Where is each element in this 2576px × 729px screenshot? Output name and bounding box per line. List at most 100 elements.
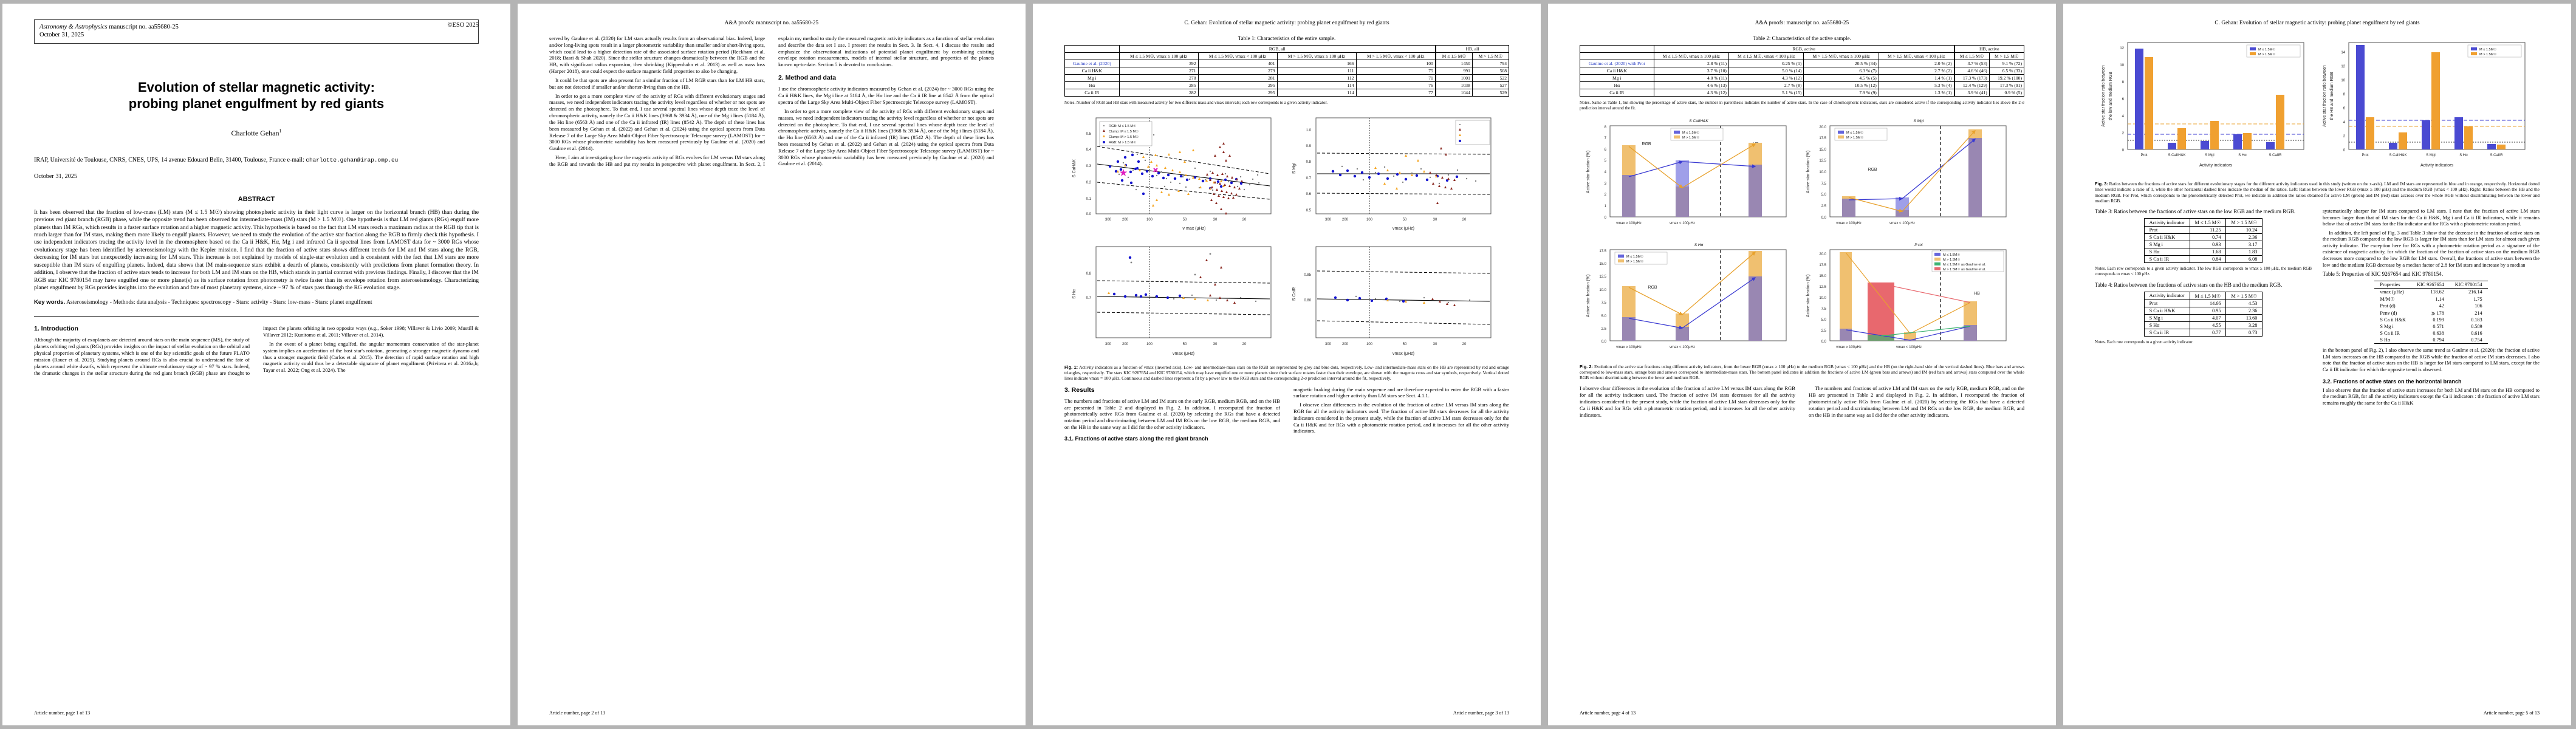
cell: 3.7 % (53) bbox=[1953, 60, 1990, 67]
table4-notes: Notes. Each row corresponds to a given a… bbox=[2095, 339, 2194, 344]
table3-notes: Notes. Each row corresponds to a given a… bbox=[2095, 266, 2312, 276]
svg-text:S MgI: S MgI bbox=[2426, 154, 2436, 157]
cell: 76 bbox=[1355, 81, 1436, 89]
figure-1: RGB: M ≤ 1.5 M☉ Clump: M ≤ 1.5 M☉ Clump:… bbox=[1064, 110, 1509, 382]
figure-3: M ≤ 1.5M☉ M > 1.5M☉ 0 2 4 6 8 10 12 Prot… bbox=[2095, 35, 2540, 204]
svg-text:0.5: 0.5 bbox=[1306, 209, 1312, 213]
paragraph: systematically sharper for IM stars comp… bbox=[2323, 208, 2540, 227]
kic-9780154-marker bbox=[1119, 168, 1128, 176]
abstract-heading: ABSTRACT bbox=[238, 195, 275, 203]
bar-plot-mg-i[interactable]: S MgI RGB HB bbox=[1800, 115, 2017, 238]
cell: S Hα bbox=[2374, 337, 2411, 344]
svg-text:100: 100 bbox=[1146, 218, 1153, 222]
scatter-plot-mg-i[interactable]: 0.5 0.6 0.7 0.8 0.9 1.0 300 200 100 50 3… bbox=[1284, 110, 1502, 238]
ratio-svg-low-medium: M ≤ 1.5M☉ M > 1.5M☉ 0 2 4 6 8 10 12 Prot… bbox=[2102, 42, 2304, 168]
svg-text:5.0: 5.0 bbox=[1601, 315, 1607, 318]
cell: 100 bbox=[1355, 60, 1436, 67]
cell: 0.95 bbox=[2189, 306, 2227, 315]
svg-text:νmax (μHz): νmax (μHz) bbox=[1392, 352, 1414, 356]
svg-text:M > 1.5M☉: M > 1.5M☉ bbox=[1682, 135, 1700, 140]
svg-text:30: 30 bbox=[1213, 218, 1218, 222]
page-4[interactable]: A&A proofs: manuscript no. aa55680-25 Ta… bbox=[1548, 4, 2056, 725]
svg-text:S CaIR: S CaIR bbox=[1292, 287, 1297, 301]
bar-plot-h-alpha[interactable]: S Hα RGB HB bbox=[1580, 239, 1797, 361]
legend-bar-h-alpha: M ≤ 1.5M☉ M > 1.5M☉ bbox=[1614, 252, 1668, 264]
scatter-plot-h-alpha[interactable]: 0.8 0.7 300 200 100 50 30 20 νmax (μHz) … bbox=[1064, 240, 1282, 362]
cell: 508 bbox=[1471, 67, 1510, 75]
cell: 2.7 % (8) bbox=[1728, 81, 1804, 89]
table-row: Ca ii H&K 3.7 % (10) 5.0 % (14) 6.3 % (7… bbox=[1580, 67, 2025, 75]
svg-text:12: 12 bbox=[2120, 47, 2124, 50]
cell: 0.84 bbox=[2189, 255, 2227, 263]
table1-row0-label[interactable]: Gaulme et al. (2020) bbox=[1064, 60, 1120, 67]
author-email[interactable]: charlotte.gehan@irap.omp.eu bbox=[306, 156, 399, 163]
svg-text:Clump: M > 1.5 M☉: Clump: M > 1.5 M☉ bbox=[1109, 135, 1139, 139]
scatter-plot-ca-hk[interactable]: RGB: M ≤ 1.5 M☉ Clump: M ≤ 1.5 M☉ Clump:… bbox=[1064, 110, 1282, 238]
svg-text:6: 6 bbox=[1605, 148, 1607, 152]
svg-text:S CaIIR: S CaIIR bbox=[2269, 154, 2282, 157]
paragraph: In order to get a more complete view of … bbox=[549, 92, 765, 152]
svg-text:8: 8 bbox=[1605, 126, 1607, 129]
bar-plot-ca-hk[interactable]: S CaIIH&K RGB HB bbox=[1580, 115, 1797, 238]
cell: 4.6 % (13) bbox=[1653, 81, 1729, 89]
cell: 5.0 % (14) bbox=[1728, 67, 1804, 75]
cell: 71 bbox=[1355, 74, 1436, 82]
cell: 13.60 bbox=[2225, 313, 2263, 322]
cell: 2.36 bbox=[2225, 233, 2263, 241]
svg-text:M ≤ 1.5M☉: M ≤ 1.5M☉ bbox=[1682, 131, 1699, 135]
scatter-plot-ca-ir[interactable]: 0.85 0.80 300 200 100 50 30 20 νmax (μHz… bbox=[1284, 240, 1502, 362]
page-2[interactable]: A&A proofs: manuscript no. aa55680-25 se… bbox=[518, 4, 1026, 725]
section-heading-results: 3. Results bbox=[1064, 386, 1095, 394]
table2-group-hb: HB, active bbox=[1953, 45, 2024, 53]
table2-row0-label[interactable]: Gaulme et al. (2020) with Prot bbox=[1580, 60, 1654, 67]
cell: 111 bbox=[1276, 67, 1357, 75]
scatter-svg-h-alpha: 0.8 0.7 300 200 100 50 30 20 νmax (μHz) … bbox=[1072, 246, 1272, 356]
svg-text:M ≤ 1.5M☉: M ≤ 1.5M☉ bbox=[1846, 131, 1863, 135]
page-3[interactable]: C. Gehan: Evolution of stellar magnetic … bbox=[1033, 4, 1541, 725]
cell: 0.73 bbox=[2225, 328, 2263, 337]
cell: 4.5 % (5) bbox=[1803, 74, 1879, 82]
svg-text:50: 50 bbox=[1183, 218, 1187, 222]
ratio-plot-hb-medium-rgb[interactable]: M ≤ 1.5M☉ M > 1.5M☉ 0 2 4 6 8 10 12 14 P… bbox=[2316, 35, 2535, 179]
svg-text:0.4: 0.4 bbox=[1086, 148, 1092, 152]
figure-2-label: Fig. 2: bbox=[1580, 363, 1593, 369]
ratio-plot-low-medium-rgb[interactable]: M ≤ 1.5M☉ M > 1.5M☉ 0 2 4 6 8 10 12 Prot… bbox=[2095, 35, 2314, 179]
paragraph: Here, I aim at investigating how the mag… bbox=[549, 35, 994, 167]
paragraph: magnetic braking during the main sequenc… bbox=[1293, 386, 1509, 399]
table4-col-1: M ≤ 1.5 M☉ bbox=[2189, 291, 2227, 300]
table1-corner bbox=[1064, 45, 1120, 53]
abstract-text: It has been observed that the fraction o… bbox=[34, 208, 479, 292]
svg-text:Activity indicators: Activity indicators bbox=[2420, 163, 2454, 168]
cell: Penv (d) bbox=[2380, 310, 2397, 316]
svg-text:300: 300 bbox=[1325, 343, 1332, 346]
svg-text:RGB: RGB bbox=[1642, 142, 1651, 146]
svg-text:M ≤ 1.5M☉: M ≤ 1.5M☉ bbox=[1943, 253, 1960, 257]
cell: 1450 bbox=[1434, 60, 1473, 67]
table-4: Activity indicator M ≤ 1.5 M☉ M > 1.5 M☉… bbox=[2143, 291, 2263, 337]
page-1[interactable]: ©ESO 2025 Astronomy & Astrophysics manus… bbox=[2, 4, 510, 725]
legend-bar-mg-i: M ≤ 1.5M☉ M > 1.5M☉ bbox=[1834, 128, 1888, 140]
svg-text:Clump: M ≤ 1.5 M☉: Clump: M ≤ 1.5 M☉ bbox=[1109, 129, 1139, 134]
table-row: Mg i 278 281 112 71 1001 522 bbox=[1064, 74, 1510, 82]
figure-3-label: Fig. 3: bbox=[2095, 181, 2108, 187]
svg-text:0: 0 bbox=[2122, 149, 2125, 152]
svg-text:0: 0 bbox=[1605, 216, 1607, 220]
table1-group-rgb: RGB, all bbox=[1118, 45, 1436, 53]
cell: 401 bbox=[1197, 60, 1278, 67]
paragraph: served by Gaulme et al. (2020) for LM st… bbox=[549, 35, 765, 75]
paragraph: I observe clear differences in the evolu… bbox=[1293, 402, 1509, 434]
cell: 1.68 bbox=[2189, 248, 2227, 256]
svg-text:7: 7 bbox=[1605, 137, 1607, 140]
page-5[interactable]: C. Gehan: Evolution of stellar magnetic … bbox=[2063, 4, 2571, 725]
table2-row1-label: Ca ii H&K bbox=[1580, 67, 1654, 75]
cell: S Ca ii H&K bbox=[2143, 233, 2190, 241]
cell: 279 bbox=[1197, 67, 1278, 75]
svg-text:S CaIIH&K: S CaIIH&K bbox=[1689, 119, 1708, 123]
cell: 392 bbox=[1118, 60, 1199, 67]
cell: 282 bbox=[1118, 89, 1199, 97]
svg-text:20: 20 bbox=[1462, 343, 1467, 346]
table-row: M/M☉ 1.14 1.75 bbox=[2374, 295, 2487, 303]
svg-text:0.6: 0.6 bbox=[1306, 193, 1312, 196]
bar-plot-p-rot[interactable]: P rot RGB HB bbox=[1800, 239, 2017, 361]
